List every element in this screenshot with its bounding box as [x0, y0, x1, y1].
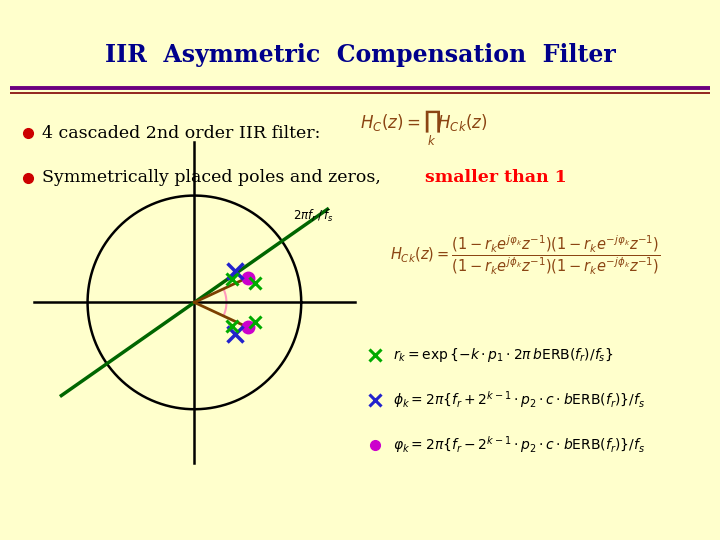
- Text: Symmetrically placed poles and zeros,: Symmetrically placed poles and zeros,: [42, 170, 387, 186]
- Text: $r_k = \exp\{-k\cdot p_1\cdot 2\pi\,b\mathrm{ERB}(f_r)/f_s\}$: $r_k = \exp\{-k\cdot p_1\cdot 2\pi\,b\ma…: [393, 346, 613, 364]
- Text: IIR  Asymmetric  Compensation  Filter: IIR Asymmetric Compensation Filter: [104, 43, 616, 67]
- Text: $\varphi_k = 2\pi\{f_r - 2^{k-1}\cdot p_2\cdot c\cdot b\mathrm{ERB}(f_r)\}/f_s$: $\varphi_k = 2\pi\{f_r - 2^{k-1}\cdot p_…: [393, 435, 645, 455]
- Text: smaller than 1: smaller than 1: [425, 170, 567, 186]
- Text: 4 cascaded 2nd order IIR filter:: 4 cascaded 2nd order IIR filter:: [42, 125, 320, 141]
- Text: $H_{Ck}(z) = \dfrac{(1-r_k e^{j\varphi_k}z^{-1})(1-r_k e^{-j\varphi_k}z^{-1})}{(: $H_{Ck}(z) = \dfrac{(1-r_k e^{j\varphi_k…: [390, 233, 661, 276]
- Text: $H_C(z) = \prod_k H_{Ck}(z)$: $H_C(z) = \prod_k H_{Ck}(z)$: [360, 108, 487, 148]
- Text: $2\pi f_r\,/\,f_s$: $2\pi f_r\,/\,f_s$: [293, 208, 333, 225]
- Text: $\phi_k = 2\pi\{f_r + 2^{k-1}\cdot p_2\cdot c\cdot b\mathrm{ERB}(f_r)\}/f_s$: $\phi_k = 2\pi\{f_r + 2^{k-1}\cdot p_2\c…: [393, 389, 645, 410]
